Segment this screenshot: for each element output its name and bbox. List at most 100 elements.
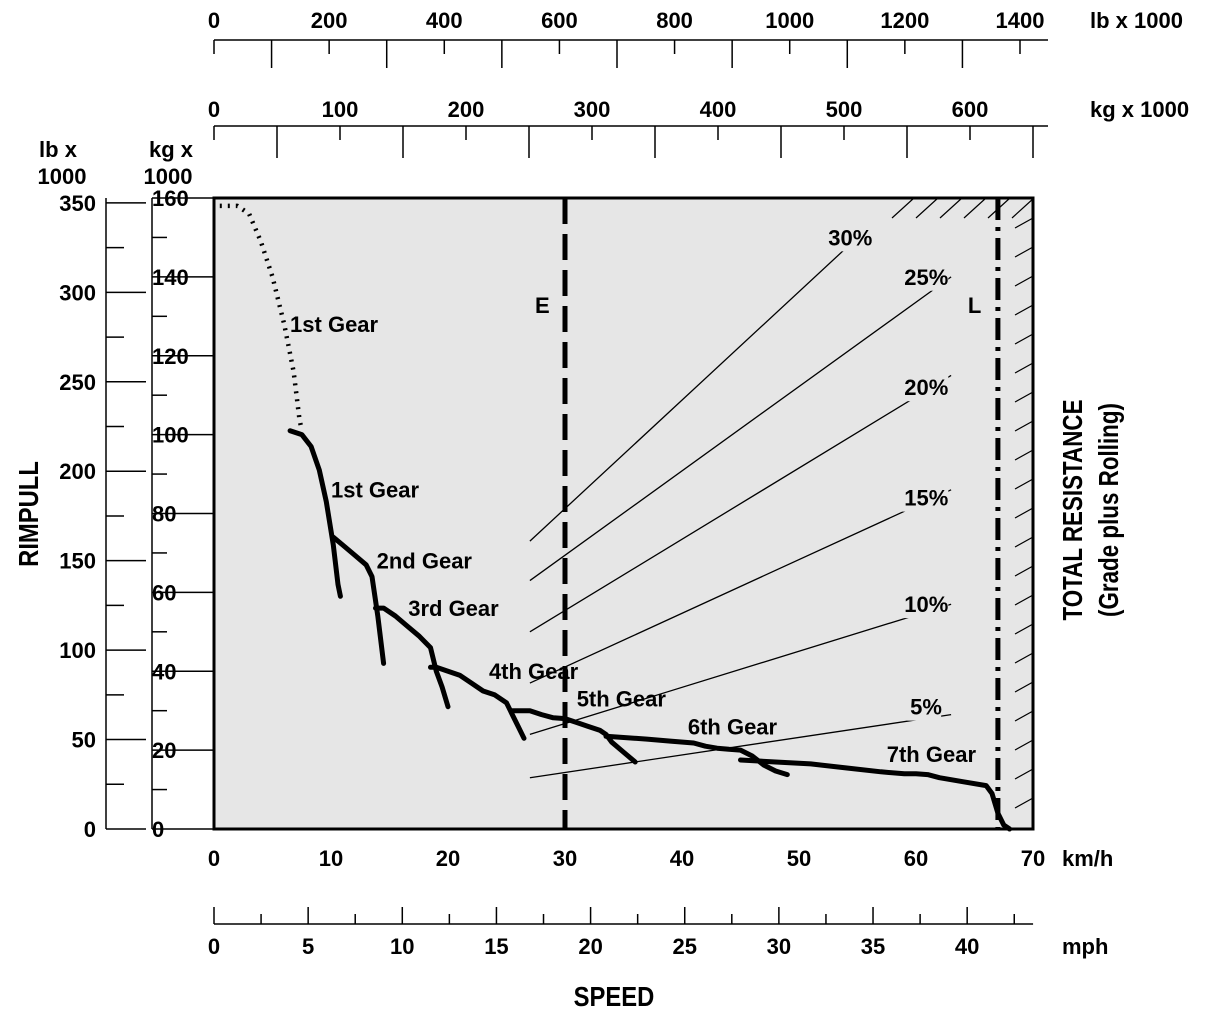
gear-curve [428, 664, 527, 741]
resistance-hatch-mark [1014, 681, 1034, 693]
top-tick-label-kg: 100 [322, 97, 359, 122]
top-tick-label-kg: 200 [448, 97, 485, 122]
x-tick-label-kmh: 20 [436, 846, 460, 871]
top-tick-label-lb: 800 [656, 8, 693, 33]
y-tick-label-lb: 250 [59, 370, 96, 395]
resistance-hatch-mark [1014, 565, 1034, 577]
top-tick-label-lb: 400 [426, 8, 463, 33]
grade-label-bg [901, 484, 949, 512]
resistance-hatch-mark [1014, 710, 1034, 722]
y-tick-label-lb: 0 [84, 817, 96, 842]
top-tick-label-lb: 0 [208, 8, 220, 33]
y-axis-title: RIMPULL [12, 461, 44, 567]
y-tick-label-kg: 120 [152, 344, 189, 369]
y2-axis-subtitle: (Grade plus Rolling) [1094, 403, 1125, 617]
y-tick-label-lb: 150 [59, 549, 96, 574]
x-tick-label-mph: 25 [672, 934, 696, 959]
grade-label: 20% [904, 375, 948, 400]
grade-label: 15% [904, 486, 948, 511]
gear-label: 7th Gear [887, 742, 977, 767]
resistance-hatch-mark [1014, 797, 1034, 809]
grade-line [529, 236, 858, 542]
x-tick-label-kmh: 30 [553, 846, 577, 871]
gear-label: 2nd Gear [377, 549, 473, 574]
top-tick-label-lb: 1400 [996, 8, 1045, 33]
y-tick-label-kg: 80 [152, 502, 176, 527]
top-tick-label-kg: 600 [952, 97, 989, 122]
resistance-hatch-mark [1014, 333, 1034, 345]
grade-label-bg [901, 263, 949, 291]
resistance-hatch-mark [1014, 246, 1034, 258]
y2-axis-title: TOTAL RESISTANCE [1058, 399, 1089, 620]
gear-curve [509, 708, 638, 765]
resistance-hatch-mark [1014, 507, 1034, 519]
top-tick-label-lb: 1200 [880, 8, 929, 33]
resistance-hatch-mark [1014, 768, 1034, 780]
x-tick-label-mph: 35 [861, 934, 885, 959]
y-unit-kg-line2: 1000 [144, 164, 193, 189]
gear-curve [287, 428, 343, 599]
y-tick-label-kg: 60 [152, 580, 176, 605]
resistance-hatch-mark [1014, 478, 1034, 490]
gear-curve [738, 757, 1013, 832]
gear-label: 1st Gear [331, 478, 419, 503]
grade-label-bg [825, 224, 873, 252]
grade-label-bg [901, 374, 949, 402]
y-unit-lb-line1: lb x [39, 137, 78, 162]
resistance-hatch-mark [1014, 362, 1034, 374]
x-tick-label-kmh: 40 [670, 846, 694, 871]
top-tick-label-kg: 400 [700, 97, 737, 122]
x-tick-label-mph: 5 [302, 934, 314, 959]
grade-label: 25% [904, 265, 948, 290]
y-tick-label-kg: 20 [152, 738, 176, 763]
y-unit-kg-line1: kg x [149, 137, 194, 162]
x-tick-label-mph: 20 [578, 934, 602, 959]
y-tick-label-kg: 40 [152, 659, 176, 684]
top-unit-kg: kg x 1000 [1090, 97, 1189, 122]
top-tick-label-lb: 1000 [765, 8, 814, 33]
resistance-hatch-mark [1014, 739, 1034, 751]
grade-label-bg [901, 591, 949, 619]
resistance-hatch-mark [963, 197, 987, 219]
grade-line [529, 489, 952, 684]
y-tick-label-kg: 140 [152, 265, 189, 290]
top-tick-label-kg: 0 [208, 97, 220, 122]
y-tick-label-lb: 300 [59, 280, 96, 305]
reference-label-l: L [968, 293, 981, 318]
top-tick-label-kg: 300 [574, 97, 611, 122]
gear-label: 3rd Gear [408, 596, 499, 621]
y-tick-label-kg: 0 [152, 817, 164, 842]
resistance-hatch-mark [1014, 449, 1034, 461]
x-tick-label-kmh: 70 [1021, 846, 1045, 871]
resistance-hatch-mark [1014, 623, 1034, 635]
y-tick-label-lb: 100 [59, 638, 96, 663]
top-tick-label-lb: 600 [541, 8, 578, 33]
resistance-hatch-mark [1014, 420, 1034, 432]
gear-curve [373, 605, 451, 710]
top-tick-label-lb: 200 [311, 8, 348, 33]
resistance-hatch-mark [1014, 594, 1034, 606]
grade-line [529, 374, 952, 633]
x-axis-title: SPEED [574, 980, 655, 1012]
y-unit-lb-line2: 1000 [38, 164, 87, 189]
grade-line [529, 603, 952, 735]
x-unit-mph: mph [1062, 934, 1108, 959]
reference-label-e: E [535, 293, 550, 318]
grade-line [529, 276, 952, 582]
resistance-hatch-mark [1014, 217, 1034, 229]
resistance-hatch-mark [1014, 391, 1034, 403]
x-tick-label-mph: 30 [767, 934, 791, 959]
gear-label: 1st Gear [290, 312, 378, 337]
x-tick-label-mph: 10 [390, 934, 414, 959]
x-tick-label-kmh: 0 [208, 846, 220, 871]
grade-label: 10% [904, 592, 948, 617]
top-unit-lb: lb x 1000 [1090, 8, 1183, 33]
resistance-hatch-mark [1014, 652, 1034, 664]
resistance-hatch-mark [1014, 275, 1034, 287]
x-tick-label-mph: 40 [955, 934, 979, 959]
resistance-hatch-mark [1011, 197, 1035, 219]
y-tick-label-lb: 350 [59, 191, 96, 216]
x-tick-label-mph: 0 [208, 934, 220, 959]
resistance-hatch-mark [1014, 536, 1034, 548]
